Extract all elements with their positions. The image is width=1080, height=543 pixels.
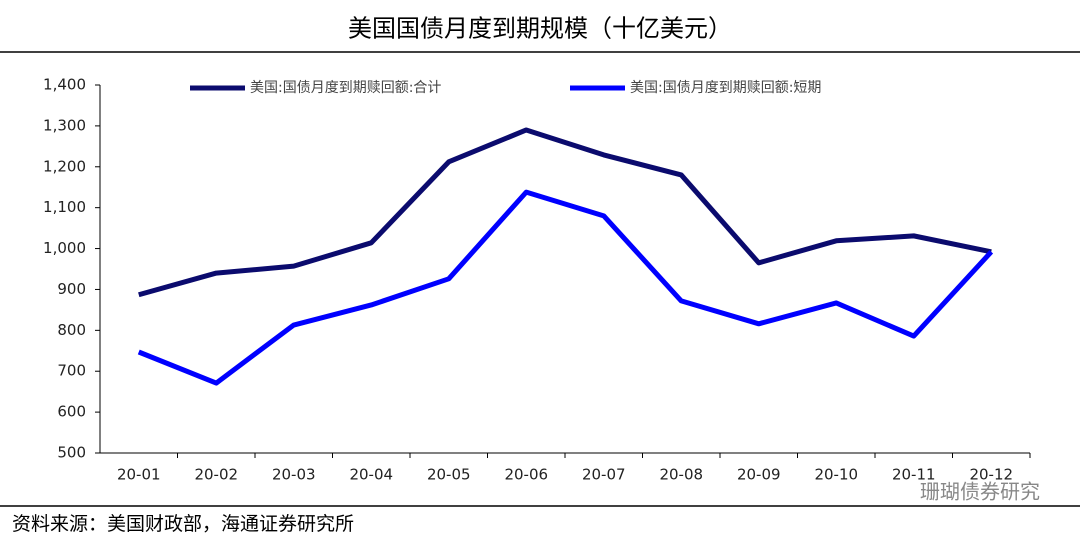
- source: 资料来源：美国财政部，海通证券研究所: [12, 513, 354, 535]
- x-tick-label: 20-03: [272, 466, 316, 484]
- legend-label: 美国:国债月度到期赎回额:合计: [250, 79, 441, 96]
- y-tick-label: 900: [57, 280, 86, 298]
- x-tick-label: 20-10: [814, 466, 858, 484]
- y-tick-label: 700: [57, 362, 86, 380]
- y-tick-label: 1,100: [43, 198, 86, 216]
- x-tick-label: 20-12: [969, 466, 1013, 484]
- y-tick-label: 1,400: [43, 76, 86, 94]
- line: [138, 127, 992, 298]
- x-tick-label: 20-05: [427, 466, 471, 484]
- x-tick-label: 20-02: [194, 466, 238, 484]
- chart-title: 美国国债月度到期规模（十亿美元）: [348, 15, 732, 43]
- x-tick-label: 20-01: [117, 466, 161, 484]
- y-tick-label: 1,000: [43, 239, 86, 257]
- y-tick-label: 800: [57, 321, 86, 339]
- x-tick-label: 20-07: [582, 466, 626, 484]
- x-tick-label: 20-04: [349, 466, 393, 484]
- y-tick-label: 600: [57, 403, 86, 421]
- x-tick-label: 20-09: [737, 466, 781, 484]
- y-tick-label: 1,300: [43, 116, 86, 134]
- y-tick-label: 1,200: [43, 157, 86, 175]
- x-tick-label: 20-11: [892, 466, 936, 484]
- x-tick-label: 20-06: [504, 466, 548, 484]
- y-tick-label: 500: [57, 444, 86, 462]
- line: [137, 189, 994, 386]
- watermark: 珊瑚债券研究: [920, 480, 1040, 504]
- legend-label: 美国:国债月度到期赎回额:短期: [630, 79, 821, 96]
- x-tick-label: 20-08: [659, 466, 703, 484]
